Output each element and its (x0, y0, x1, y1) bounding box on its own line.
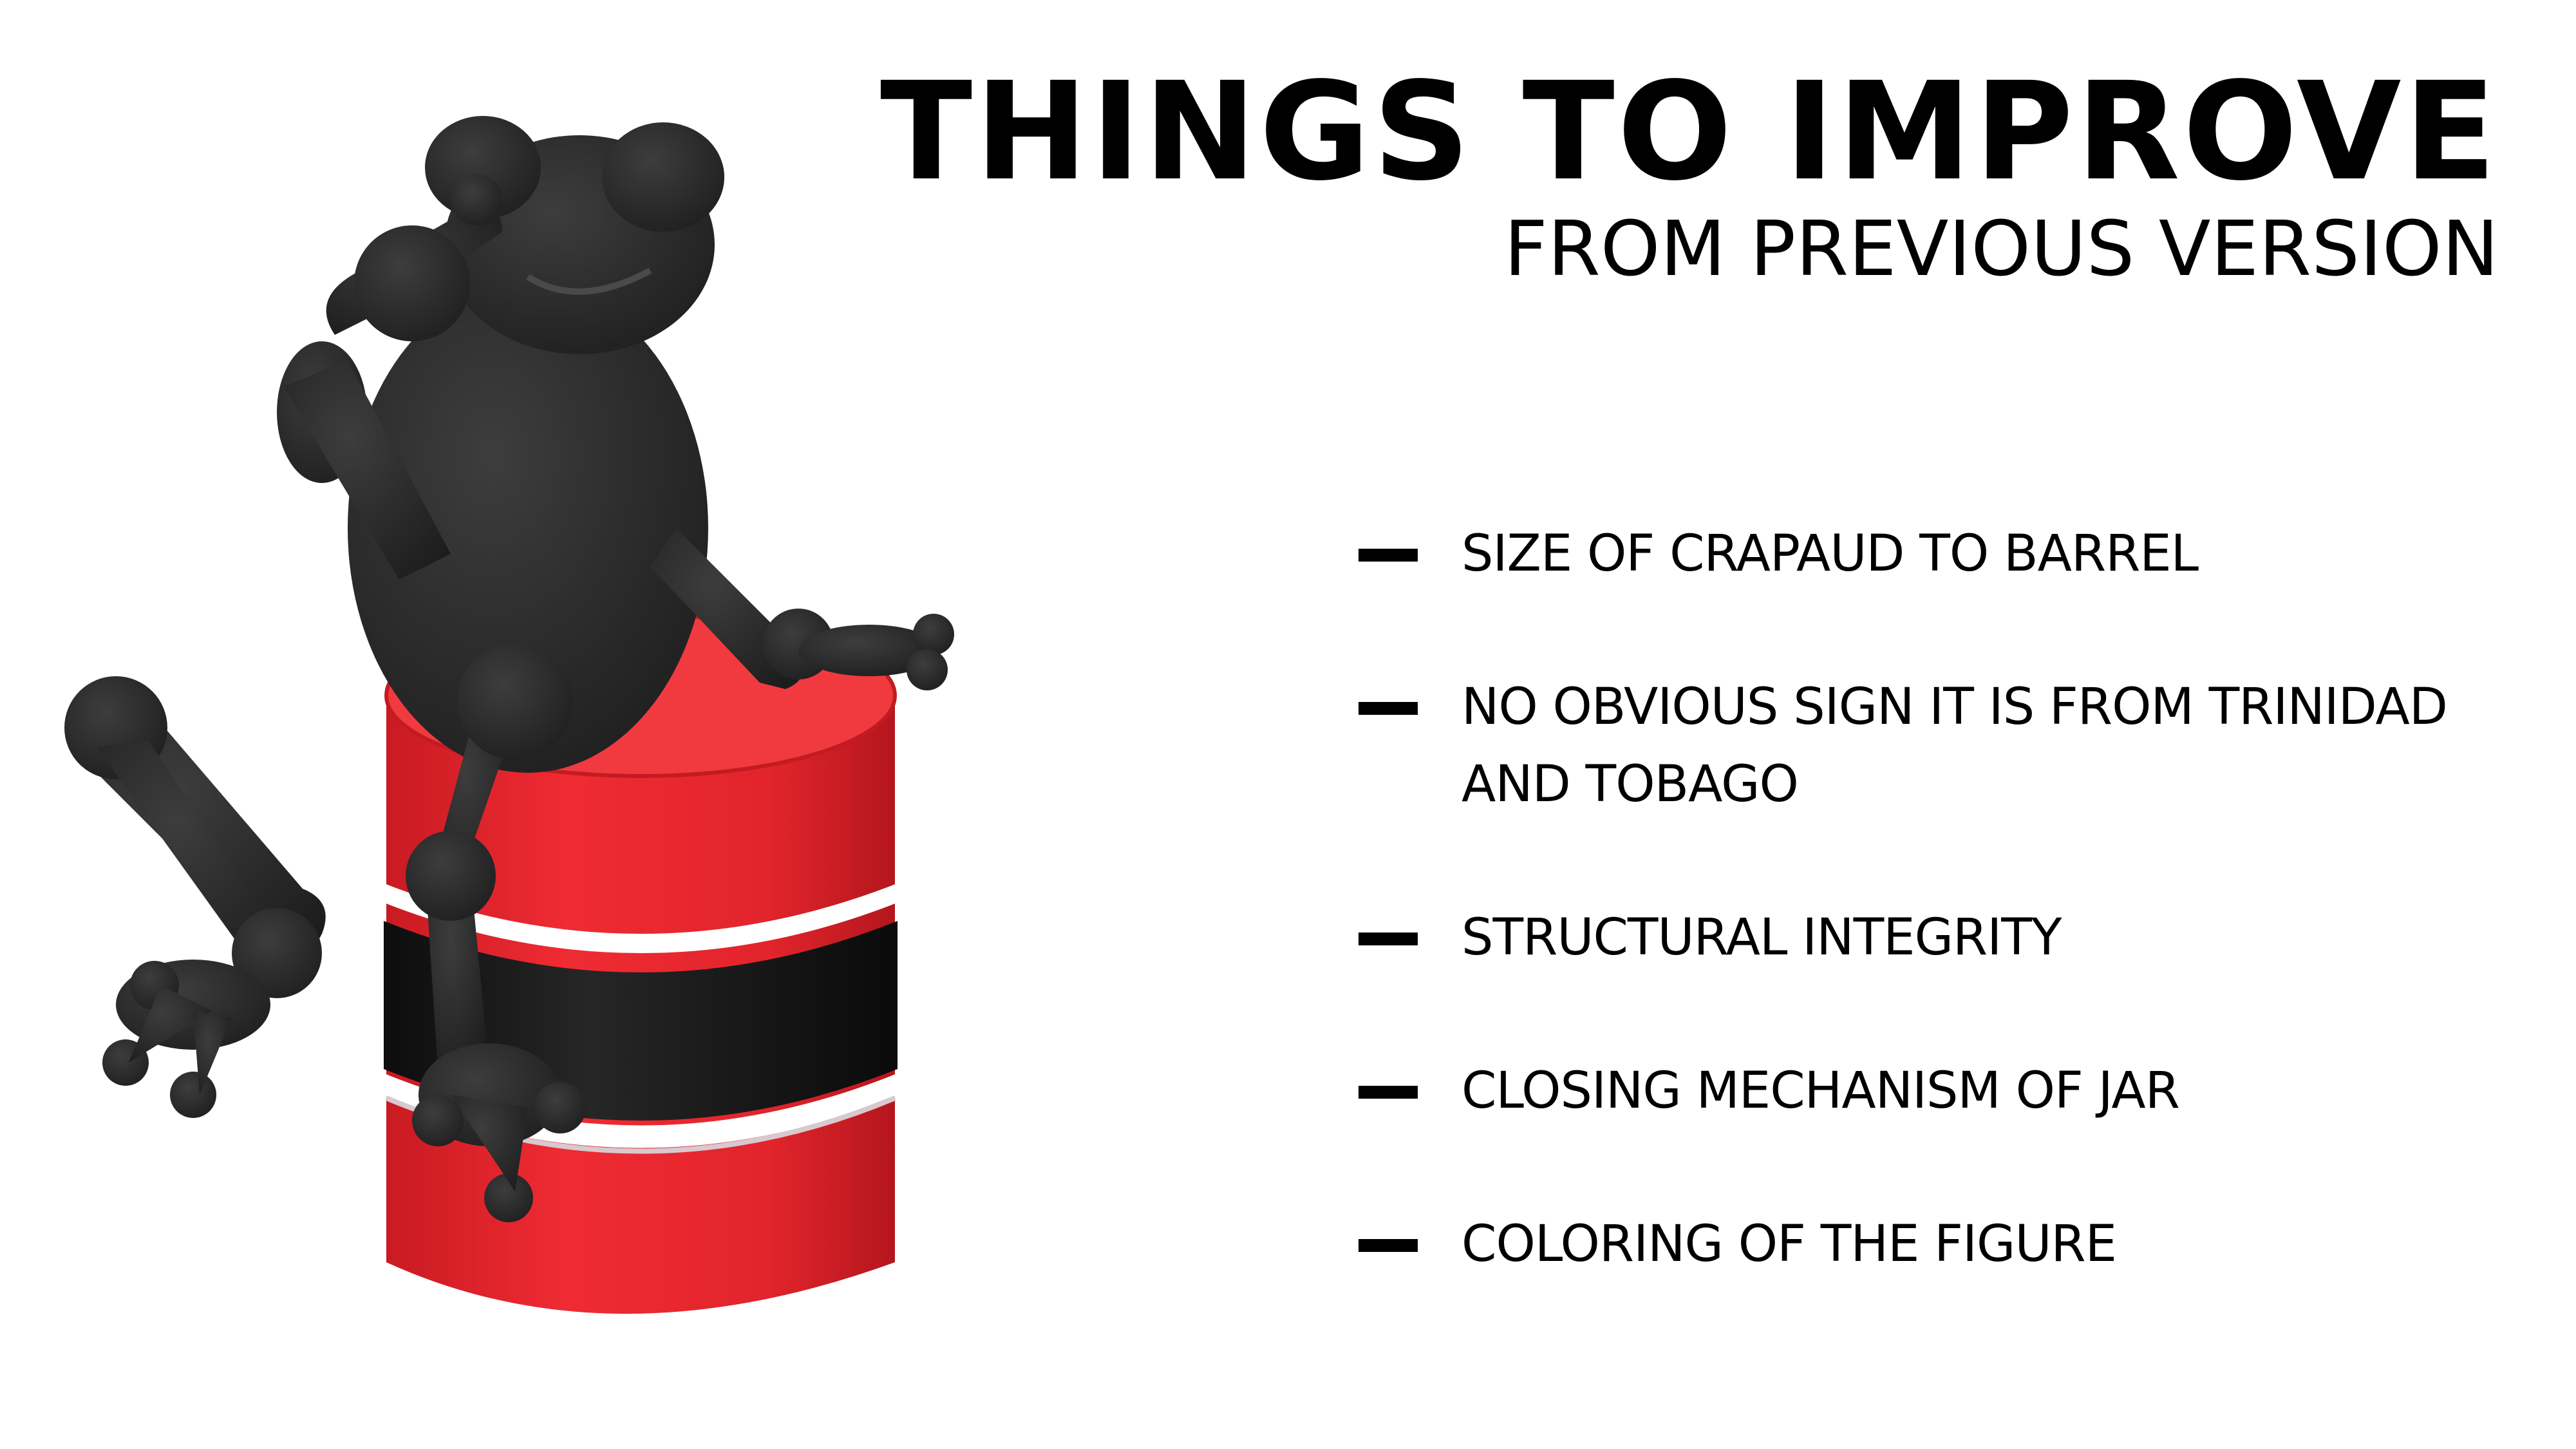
list-item-text: NO OBVIOUS SIGN IT IS FROM TRINIDAD AND … (1462, 678, 2448, 813)
list-item-text: STRUCTURAL INTEGRITY (1462, 909, 2062, 967)
list-item: CLOSING MECHANISM OF JAR (1359, 1052, 2505, 1130)
list-item: STRUCTURAL INTEGRITY (1359, 899, 2505, 976)
dash-bullet-icon (1359, 933, 1418, 945)
dash-bullet-icon (1359, 1239, 1418, 1252)
list-item: SIZE OF CRAPAUD TO BARREL (1359, 515, 2505, 592)
list-item-text: CLOSING MECHANISM OF JAR (1462, 1062, 2180, 1120)
figure-illustration (64, 116, 954, 1314)
list-item: NO OBVIOUS SIGN IT IS FROM TRINIDAD AND … (1359, 668, 2505, 823)
list-item-text: COLORING OF THE FIGURE (1462, 1215, 2117, 1273)
dash-bullet-icon (1359, 549, 1418, 562)
page-title: THINGS TO IMPROVE (879, 53, 2499, 211)
list-item: COLORING OF THE FIGURE (1359, 1206, 2505, 1283)
frog-on-barrel-figure (0, 0, 1030, 1449)
page-subtitle: FROM PREVIOUS VERSION (1503, 204, 2499, 293)
improvements-list: SIZE OF CRAPAUD TO BARREL NO OBVIOUS SIG… (1359, 515, 2505, 1359)
frog (64, 116, 954, 1222)
dash-bullet-icon (1359, 1086, 1418, 1099)
list-item-text: SIZE OF CRAPAUD TO BARREL (1462, 525, 2199, 583)
heading: THINGS TO IMPROVE FROM PREVIOUS VERSION (880, 64, 2499, 291)
dash-bullet-icon (1359, 702, 1418, 715)
